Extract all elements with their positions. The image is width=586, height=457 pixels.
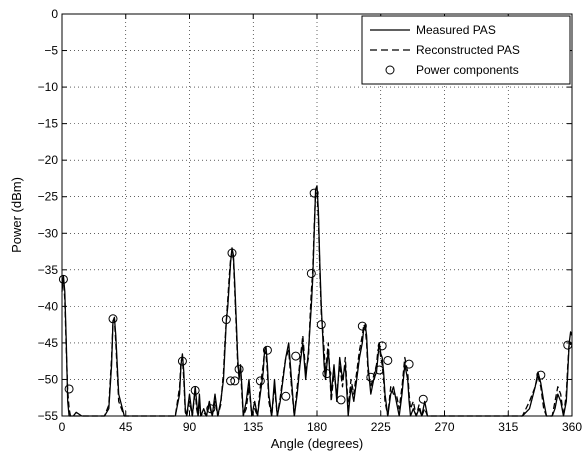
power-component-point <box>306 268 316 278</box>
power-component-point <box>58 274 68 284</box>
x-tick-label: 45 <box>119 420 133 434</box>
legend-reconstructed-label: Reconstructed PAS <box>416 43 520 57</box>
power-component-point <box>226 376 236 386</box>
power-component-point <box>255 376 265 386</box>
legend-components-label: Power components <box>416 63 519 77</box>
x-tick-label: 360 <box>562 420 582 434</box>
grid <box>62 14 572 416</box>
power-component-point <box>418 394 428 404</box>
x-tick-label: 180 <box>307 420 327 434</box>
x-tick-label: 0 <box>59 420 66 434</box>
power-component-point <box>234 364 244 374</box>
power-component-point <box>536 370 546 380</box>
power-component-point <box>221 315 231 325</box>
ticks: 0 45 90 135 180 225 270 315 360 0 −5 −10 −15 −20 −25 −3… <box>38 7 583 434</box>
power-component-point <box>177 356 187 366</box>
power-component-point <box>374 365 384 375</box>
power-component-point <box>336 395 346 405</box>
y-tick-label: −10 <box>38 80 59 94</box>
y-tick-label: −25 <box>38 190 59 204</box>
x-tick-label: 90 <box>183 420 197 434</box>
power-component-point <box>262 345 272 355</box>
x-tick-label: 225 <box>371 420 391 434</box>
y-tick-label: −45 <box>38 336 59 350</box>
power-component-point <box>383 355 393 365</box>
power-component-point <box>366 372 376 382</box>
y-tick-label: 0 <box>51 7 58 21</box>
power-component-point <box>281 391 291 401</box>
y-tick-label: −20 <box>38 153 59 167</box>
y-tick-label: −55 <box>38 409 59 423</box>
power-component-point <box>291 351 301 361</box>
legend-components-swatch <box>385 65 395 75</box>
power-component-point <box>64 384 74 394</box>
power-component-point <box>377 341 387 351</box>
power-component-point <box>309 188 319 198</box>
power-component-point <box>227 248 237 258</box>
x-tick-label: 315 <box>498 420 518 434</box>
legend: Measured PAS Reconstructed PAS Power com… <box>361 15 571 85</box>
power-component-point <box>404 359 414 369</box>
y-tick-label: −35 <box>38 263 59 277</box>
power-component-point <box>206 404 216 414</box>
power-component-point <box>316 320 326 330</box>
power-component-point <box>322 369 332 379</box>
y-tick-label: −5 <box>44 44 58 58</box>
x-tick-label: 135 <box>243 420 263 434</box>
x-axis-title: Angle (degrees) <box>271 436 364 451</box>
power-component-point <box>230 376 240 386</box>
power-component-point <box>190 385 200 395</box>
x-tick-label: 270 <box>434 420 454 434</box>
y-tick-label: −50 <box>38 372 59 386</box>
y-axis-title: Power (dBm) <box>9 177 24 253</box>
power-component-point <box>108 314 118 324</box>
power-components-markers <box>58 188 573 414</box>
power-component-point <box>357 321 367 331</box>
y-tick-label: −30 <box>38 226 59 240</box>
y-tick-label: −40 <box>38 299 59 313</box>
legend-measured-label: Measured PAS <box>416 23 496 37</box>
y-tick-label: −15 <box>38 117 59 131</box>
